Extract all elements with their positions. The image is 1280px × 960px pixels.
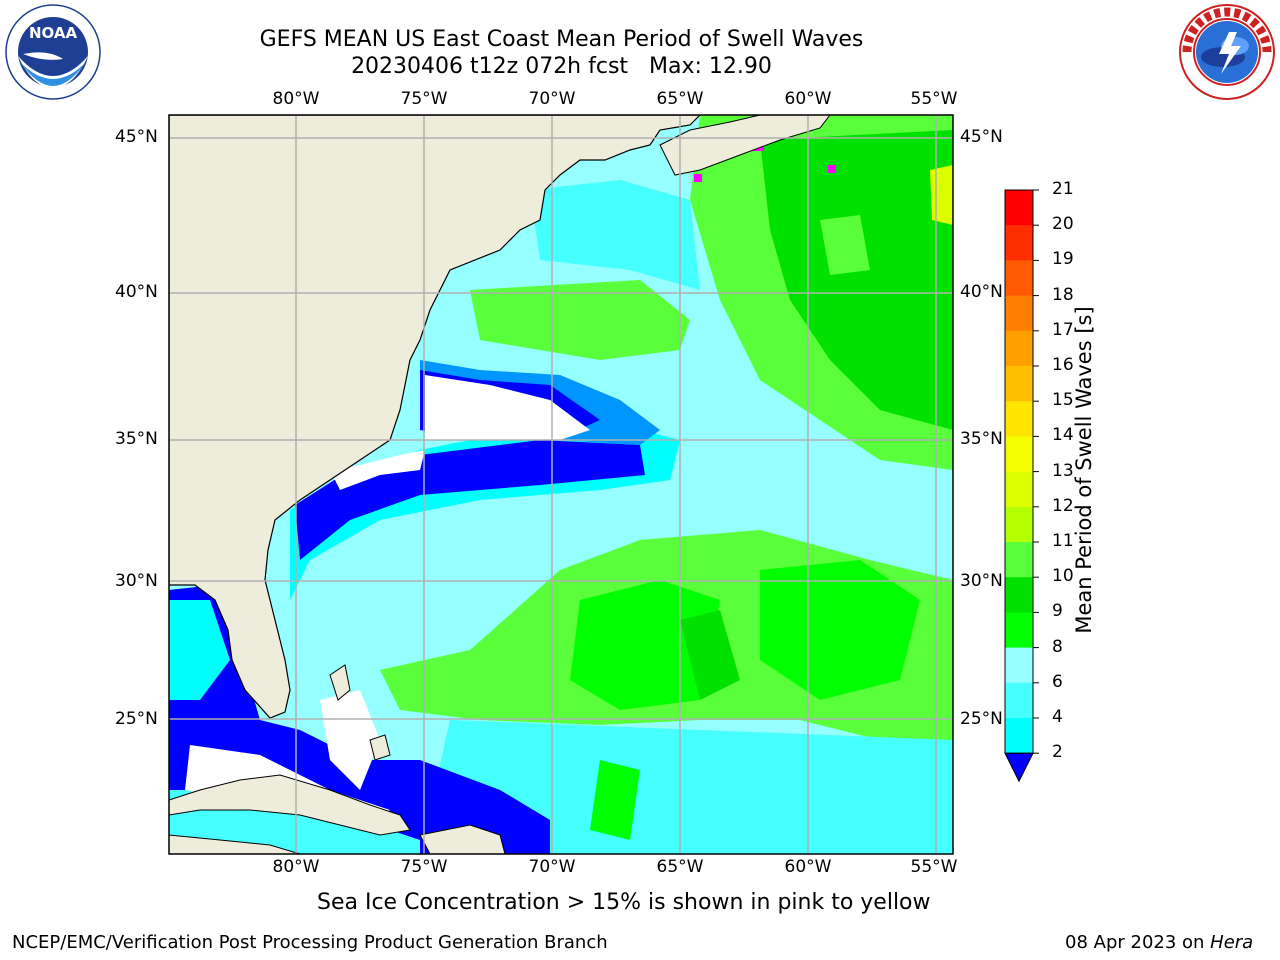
lon-label-bottom: 70°W	[528, 857, 576, 877]
colorbar-segment	[1005, 436, 1033, 473]
sea-ice-caption: Sea Ice Concentration > 15% is shown in …	[317, 890, 931, 915]
colorbar-segment	[1005, 330, 1033, 367]
colorbar-tick-label: 16	[1052, 355, 1074, 375]
colorbar-tick-label: 14	[1052, 425, 1074, 446]
colorbar-tick-label: 2	[1052, 742, 1063, 763]
lat-label-left: 25°N	[115, 709, 158, 729]
colorbar-tick-label: 13	[1052, 460, 1074, 481]
colorbar-segment	[1005, 366, 1033, 402]
noaa-logo: NOAA	[5, 4, 101, 100]
run-info: 20230406 t12z 072h fcst	[351, 54, 629, 79]
lat-label-right: 45°N	[960, 127, 1003, 147]
lat-label-left: 40°N	[115, 282, 158, 302]
colorbar-segment	[1005, 718, 1033, 754]
colorbar-label: Mean Period of Swell Waves [s]	[1072, 306, 1096, 634]
lon-label-bottom: 80°W	[272, 857, 320, 877]
colorbar-extend-arrow	[1004, 752, 1034, 783]
noaa-logo-text: NOAA	[29, 24, 78, 42]
colorbar-tick-label: 12	[1052, 495, 1074, 516]
lat-label-left: 30°N	[115, 571, 158, 591]
lon-label-top: 70°W	[528, 89, 576, 109]
lon-label-top: 60°W	[784, 89, 832, 109]
colorbar-tick-label: 17	[1052, 319, 1074, 340]
map-subtitle: 20230406 t12z 072h fcst Max: 12.90	[0, 54, 1123, 80]
lon-label-top: 75°W	[400, 89, 448, 109]
graticule	[169, 115, 953, 854]
swell-field	[169, 115, 953, 854]
lat-label-right: 35°N	[960, 429, 1003, 449]
colorbar-segment	[1005, 506, 1033, 543]
colorbar-segment	[1005, 260, 1033, 297]
footer-machine: Hera	[1210, 932, 1254, 953]
lon-label-top: 65°W	[656, 89, 704, 109]
lon-label-bottom: 75°W	[400, 857, 448, 877]
lon-label-bottom: 55°W	[910, 857, 958, 877]
lat-label-right: 30°N	[960, 571, 1003, 591]
nws-logo	[1179, 4, 1275, 100]
lat-label-left: 35°N	[115, 429, 158, 449]
colorbar-segment	[1005, 542, 1033, 578]
lon-label-bottom: 60°W	[784, 857, 832, 877]
footer-date-text: 08 Apr 2023 on	[1065, 932, 1211, 953]
lon-label-top: 80°W	[272, 89, 320, 109]
footer-date: 08 Apr 2023 on Hera	[1065, 932, 1253, 953]
colorbar-tick-label: 15	[1052, 390, 1074, 411]
colorbar-tick-label: 10	[1052, 566, 1074, 587]
lat-label-right: 40°N	[960, 282, 1003, 302]
max-value: Max: 12.90	[649, 54, 772, 79]
colorbar-tick-label: 8	[1052, 636, 1063, 657]
colorbar	[1004, 189, 1039, 783]
lat-label-right: 25°N	[960, 709, 1003, 729]
colorbar-segment	[1005, 647, 1033, 684]
colorbar-segment	[1005, 612, 1033, 649]
map-title: GEFS MEAN US East Coast Mean Period of S…	[259, 27, 864, 52]
colorbar-tick-label: 9	[1052, 601, 1063, 622]
colorbar-tick-label: 20	[1052, 214, 1074, 235]
colorbar-tick-label: 4	[1052, 707, 1063, 727]
colorbar-segment	[1005, 295, 1033, 332]
colorbar-segment	[1005, 682, 1033, 719]
colorbar-tick-label: 11	[1052, 531, 1074, 551]
colorbar-segment	[1005, 190, 1033, 226]
lon-label-bottom: 65°W	[656, 857, 704, 877]
colorbar-tick-label: 21	[1052, 179, 1074, 199]
lon-label-top: 55°W	[910, 89, 958, 109]
lat-label-left: 45°N	[115, 127, 158, 147]
footer-branch: NCEP/EMC/Verification Post Processing Pr…	[12, 932, 608, 953]
colorbar-segment	[1005, 577, 1033, 613]
colorbar-segment	[1005, 225, 1033, 261]
colorbar-tick-label: 19	[1052, 249, 1074, 270]
colorbar-segment	[1005, 401, 1033, 437]
colorbar-segment	[1005, 471, 1033, 508]
colorbar-tick-label: 18	[1052, 284, 1074, 305]
colorbar-tick-label: 6	[1052, 671, 1063, 692]
map-frame	[168, 114, 954, 855]
